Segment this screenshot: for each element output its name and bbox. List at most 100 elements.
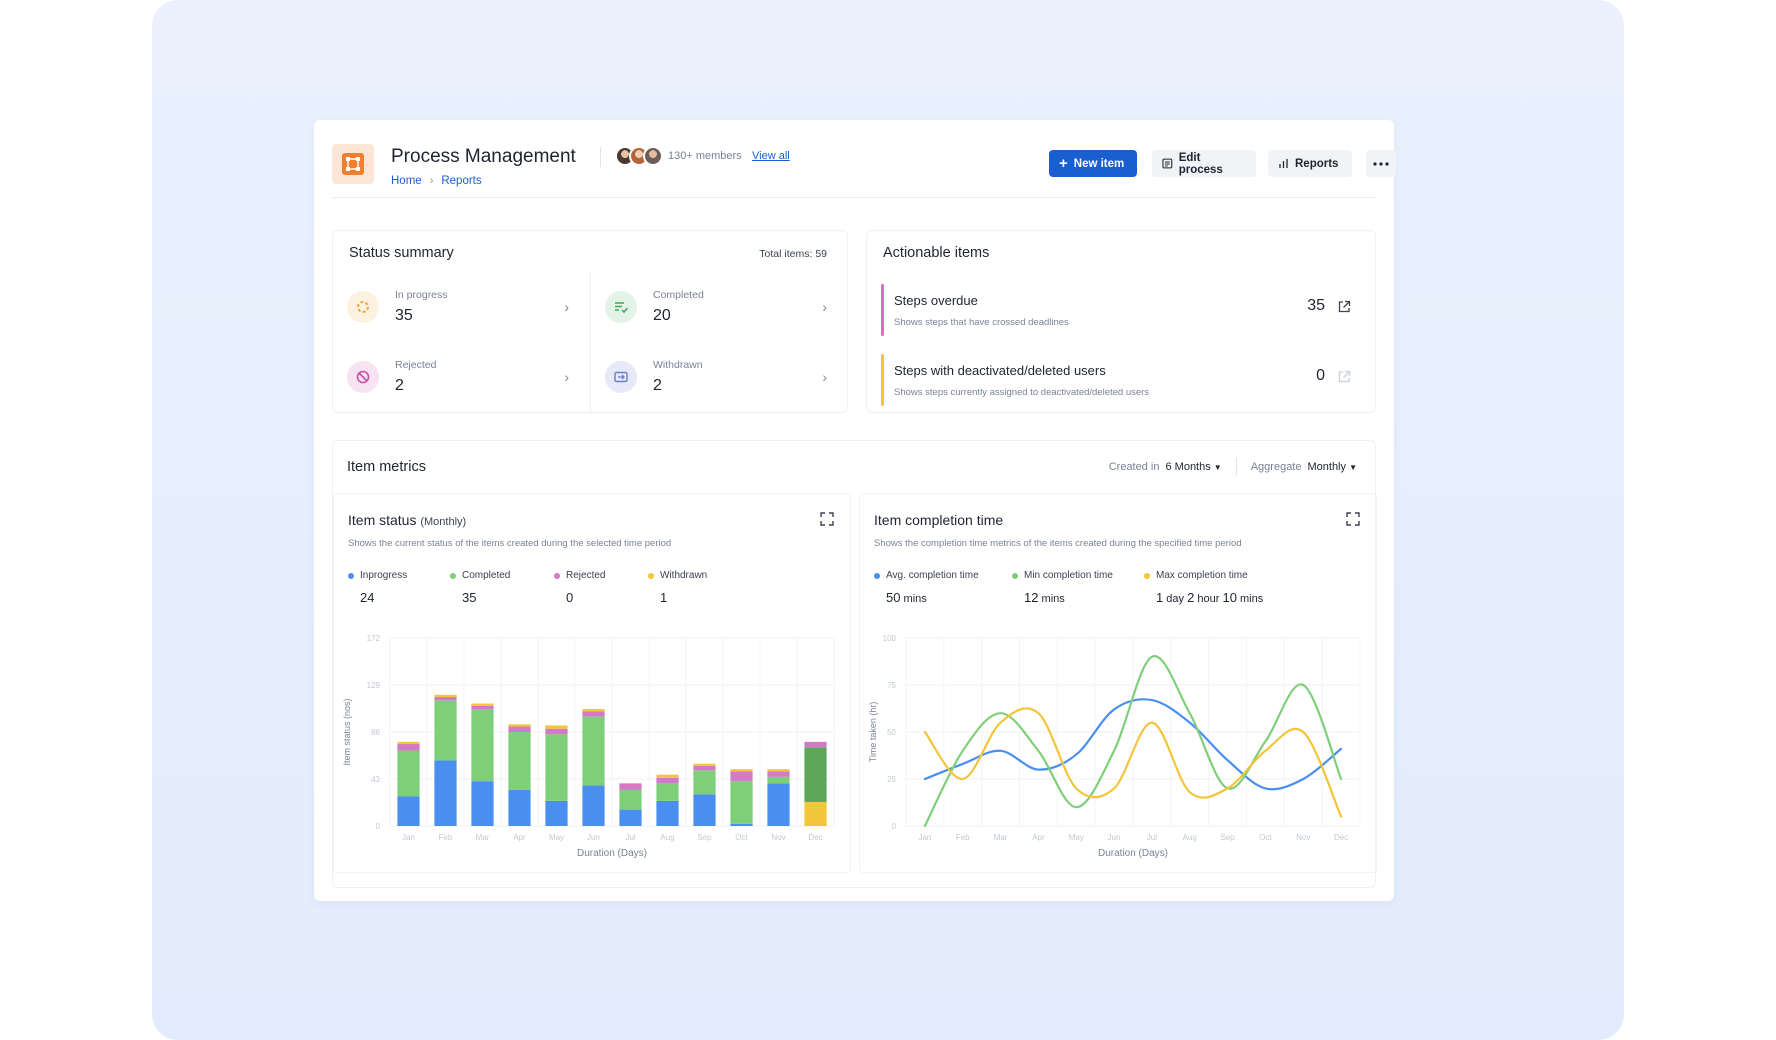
y-tick-label: 0	[376, 822, 381, 831]
bar-segment	[767, 783, 790, 826]
deactivated-users-item[interactable]: Steps with deactivated/deleted users Sho…	[881, 354, 1363, 406]
aggregate-value: Monthly	[1307, 461, 1347, 473]
chart-title: Item completion time	[874, 512, 1004, 528]
edit-process-button[interactable]: Edit process	[1152, 150, 1256, 177]
x-tick-label: Jul	[1147, 833, 1157, 842]
actionable-items-title: Actionable items	[883, 245, 990, 261]
completion-time-line-chart: 0 25 50 75 100 Jan Feb Mar Apr May Jun Jul Aug Sep Oct…	[868, 634, 1361, 859]
y-tick-label: 100	[883, 634, 897, 643]
legend-name: Withdrawn	[660, 570, 708, 581]
legend-item[interactable]: Max completion time 1 day 2 hour 10 mins	[1144, 570, 1284, 605]
bar-segment	[656, 774, 679, 778]
plus-icon: +	[1059, 155, 1068, 172]
x-tick-label: Apr	[513, 833, 526, 842]
x-tick-label: Oct	[1259, 833, 1272, 842]
reports-button[interactable]: Reports	[1268, 150, 1352, 177]
external-link-icon[interactable]	[1337, 300, 1351, 314]
bar-segment	[767, 776, 790, 784]
value-number: 1	[1156, 590, 1164, 605]
value-unit: mins	[1038, 593, 1065, 605]
actionable-items-panel: Actionable items Steps overdue Shows ste…	[866, 230, 1376, 413]
legend-name: Min completion time	[1024, 570, 1113, 581]
more-options-button[interactable]	[1366, 150, 1396, 177]
process-icon	[342, 153, 364, 175]
chart-title-sub: (Monthly)	[420, 516, 467, 528]
bar-segment	[471, 781, 494, 826]
divider	[590, 271, 591, 413]
item-metrics-panel: Item metrics Created in 6 Months ▼ Aggre…	[332, 440, 1377, 888]
member-avatars[interactable]	[615, 146, 663, 166]
value-unit: hour	[1194, 593, 1223, 605]
y-tick-label: 75	[887, 681, 896, 690]
item-metrics-title: Item metrics	[347, 459, 426, 475]
status-in-progress[interactable]: In progress 35 ›	[333, 271, 591, 341]
chevron-right-icon: ›	[564, 369, 569, 385]
bar-segment	[582, 716, 605, 786]
created-in-value: 6 Months	[1165, 461, 1211, 473]
bar-segment	[582, 709, 605, 712]
block-icon	[347, 361, 379, 393]
legend-value: 0	[566, 590, 574, 605]
bar-segment	[656, 800, 679, 826]
legend-item[interactable]: Min completion time 12 mins	[1012, 570, 1124, 605]
value-unit: mins	[900, 593, 927, 605]
bar-segment	[693, 794, 716, 826]
y-tick-label: 0	[892, 822, 897, 831]
legend-value: 1 day 2 hour 10 mins	[1144, 590, 1284, 605]
chart-title: Item status (Monthly)	[348, 512, 466, 528]
stat-value: 2	[653, 377, 662, 394]
x-tick-label: Nov	[771, 833, 785, 842]
bar-segment	[582, 785, 605, 826]
view-all-link[interactable]: View all	[752, 150, 790, 162]
value-number: 50	[886, 590, 901, 605]
item-status-chart-card: Item status (Monthly) Shows the current …	[333, 493, 851, 873]
expand-icon[interactable]	[1346, 512, 1360, 526]
bar-segment	[508, 789, 531, 826]
bar-segment	[397, 741, 420, 745]
breadcrumb-reports[interactable]: Reports	[441, 175, 482, 187]
bar-segment	[730, 781, 753, 824]
x-tick-label: Sep	[1220, 833, 1235, 842]
series-line	[923, 707, 1343, 818]
breadcrumb-home[interactable]: Home	[391, 175, 422, 187]
x-tick-label: Sep	[697, 833, 712, 842]
stat-label: In progress	[395, 289, 448, 301]
new-item-button[interactable]: + New item	[1049, 150, 1137, 177]
chevron-right-icon: ›	[564, 299, 569, 315]
bar-segment	[397, 796, 420, 826]
legend-item[interactable]: Avg. completion time 50 mins	[874, 570, 992, 605]
legend-item[interactable]: Inprogress 24	[348, 570, 430, 605]
x-axis-label: Duration (Days)	[1098, 848, 1168, 859]
status-completed[interactable]: Completed 20 ›	[591, 271, 849, 341]
header-divider	[600, 147, 601, 167]
bar-segment	[471, 705, 494, 710]
y-tick-label: 129	[367, 681, 381, 690]
new-item-label: New item	[1073, 157, 1125, 170]
legend-dot	[348, 572, 354, 579]
stat-label: Rejected	[395, 359, 437, 371]
expand-icon[interactable]	[820, 512, 834, 526]
legend-item[interactable]: Completed 35	[450, 570, 534, 605]
bar-segment	[471, 709, 494, 782]
indicator-bar	[881, 284, 884, 336]
y-tick-label: 43	[371, 775, 380, 784]
chart-legend: Avg. completion time 50 mins Min completi…	[874, 570, 1304, 605]
bar-segment	[619, 809, 642, 826]
aggregate-select[interactable]: Monthly ▼	[1307, 461, 1357, 473]
bar-segment	[693, 763, 716, 766]
legend-dot	[450, 572, 456, 579]
stat-value: 20	[653, 307, 671, 324]
legend-item[interactable]: Withdrawn 1	[648, 570, 718, 605]
chart-title-text: Item status	[348, 512, 417, 528]
created-in-select[interactable]: 6 Months ▼	[1165, 461, 1221, 473]
status-rejected[interactable]: Rejected 2 ›	[333, 341, 591, 411]
member-count: 130+ members	[668, 150, 742, 162]
value-unit: mins	[1236, 593, 1264, 605]
chevron-right-icon: ›	[429, 175, 434, 187]
steps-overdue-item[interactable]: Steps overdue Shows steps that have cros…	[881, 284, 1363, 336]
bar-segment	[730, 823, 753, 826]
status-withdrawn[interactable]: Withdrawn 2 ›	[591, 341, 849, 411]
bar-segment	[730, 769, 753, 772]
legend-item[interactable]: Rejected 0	[554, 570, 628, 605]
checklist-icon	[605, 291, 637, 323]
